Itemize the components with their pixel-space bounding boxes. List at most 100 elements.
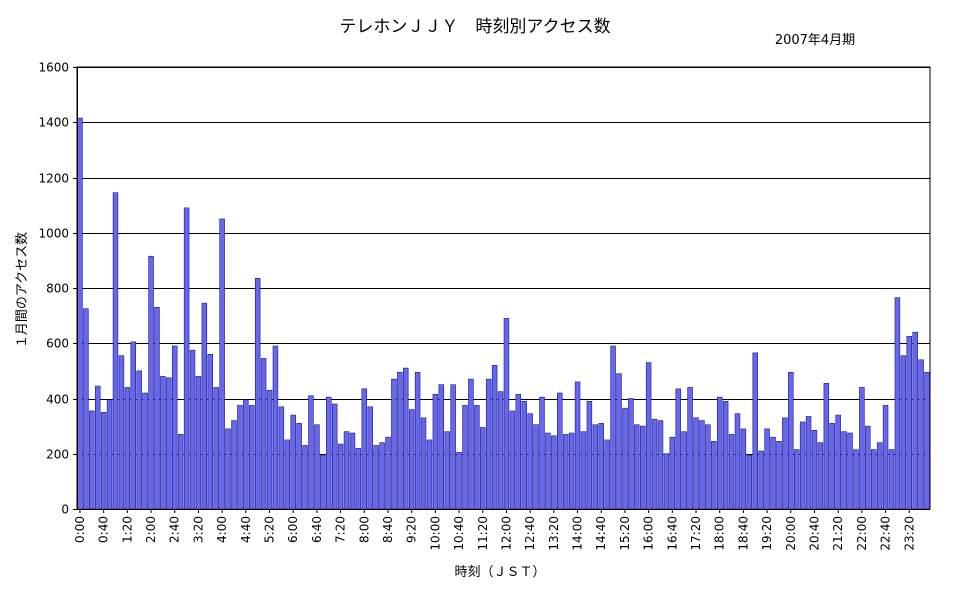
bar	[521, 400, 527, 510]
bar	[645, 362, 652, 510]
gridlines	[73, 66, 931, 510]
y-tick-label: 1000	[38, 227, 69, 241]
bar	[628, 398, 634, 510]
x-tick-label: 10:40	[452, 516, 466, 551]
bar	[527, 413, 533, 510]
x-tick-label: 8:00	[357, 516, 371, 543]
x-tick-label: 6:40	[310, 516, 324, 543]
x-tick-label: 8:40	[381, 516, 395, 543]
bar	[124, 387, 131, 510]
bar	[403, 367, 409, 510]
bar	[207, 353, 214, 510]
bar	[408, 409, 415, 510]
x-tick-label: 0:00	[73, 516, 87, 543]
bar	[823, 383, 830, 510]
bar	[296, 423, 302, 510]
bar	[651, 418, 658, 510]
bar	[83, 308, 89, 510]
chart-subtitle: 2007年4月期	[775, 33, 855, 48]
x-tick-label: 4:40	[239, 516, 253, 543]
bar	[231, 420, 237, 510]
bar	[106, 399, 113, 510]
bar	[853, 449, 859, 510]
x-tick-label: 9:20	[405, 516, 419, 543]
bar	[924, 371, 930, 510]
x-tick-label: 13:20	[547, 516, 561, 551]
bar	[195, 376, 202, 510]
x-tick-label: 17:20	[689, 516, 703, 551]
bar	[290, 414, 296, 510]
bar	[177, 434, 184, 510]
bar	[722, 400, 729, 510]
bar	[859, 387, 865, 510]
bar	[509, 410, 516, 510]
bar	[568, 432, 575, 510]
bar	[201, 302, 208, 510]
x-tick-label: 22:40	[879, 516, 893, 551]
bar	[799, 421, 806, 510]
bar	[693, 417, 699, 510]
bar	[391, 378, 397, 510]
x-tick-label: 2:40	[168, 516, 182, 543]
bar	[829, 423, 835, 510]
bar	[142, 392, 148, 510]
bar	[776, 441, 782, 510]
bar	[497, 391, 504, 510]
bar	[432, 394, 439, 510]
y-tick-label: 400	[46, 393, 69, 407]
bar	[675, 388, 681, 510]
bar	[634, 424, 640, 510]
bar	[480, 427, 486, 510]
bar	[764, 428, 770, 510]
x-tick-label: 20:00	[784, 516, 798, 551]
bar	[740, 428, 747, 510]
bar	[468, 378, 474, 510]
bar	[219, 218, 225, 510]
bar	[444, 431, 450, 510]
bar	[272, 345, 279, 510]
bar	[172, 345, 178, 510]
bar	[160, 376, 166, 510]
x-tick-label: 19:20	[760, 516, 774, 551]
chart-title: テレホンＪＪＹ 時刻別アクセス数	[339, 17, 610, 37]
bar	[462, 405, 468, 510]
bar	[728, 434, 735, 510]
bar	[551, 435, 557, 510]
bar	[397, 371, 403, 510]
bar	[438, 384, 445, 510]
x-tick-label: 0:40	[97, 516, 111, 543]
bar	[237, 405, 243, 510]
y-tick-label: 600	[46, 337, 69, 351]
bar	[770, 436, 776, 510]
x-tick-label: 23:20	[902, 516, 916, 551]
axes	[77, 67, 930, 510]
bar	[918, 359, 924, 510]
x-tick-label: 20:40	[808, 516, 822, 551]
x-tick-label: 2:00	[144, 516, 158, 543]
bar	[687, 387, 693, 510]
bar	[545, 432, 551, 510]
bar	[746, 454, 753, 510]
x-tick-label: 14:00	[571, 516, 585, 551]
bar	[515, 394, 522, 510]
bar	[604, 439, 610, 510]
bar	[876, 442, 883, 510]
bar	[308, 395, 314, 510]
bar	[361, 388, 368, 510]
bar	[243, 399, 249, 510]
x-tick-label: 1:20	[120, 516, 134, 543]
bar	[284, 439, 291, 510]
bar	[260, 358, 267, 510]
bar	[485, 378, 492, 510]
bar	[681, 431, 687, 510]
bar	[758, 450, 764, 510]
y-tick-label: 200	[46, 448, 69, 462]
x-axis-title: 時刻（ＪＳＴ）	[454, 565, 545, 580]
bar	[900, 355, 907, 510]
bar	[811, 429, 818, 510]
x-tick-label: 12:40	[523, 516, 537, 551]
bar	[373, 445, 379, 510]
bar	[657, 420, 664, 510]
bar	[574, 381, 581, 510]
bar	[130, 341, 137, 510]
